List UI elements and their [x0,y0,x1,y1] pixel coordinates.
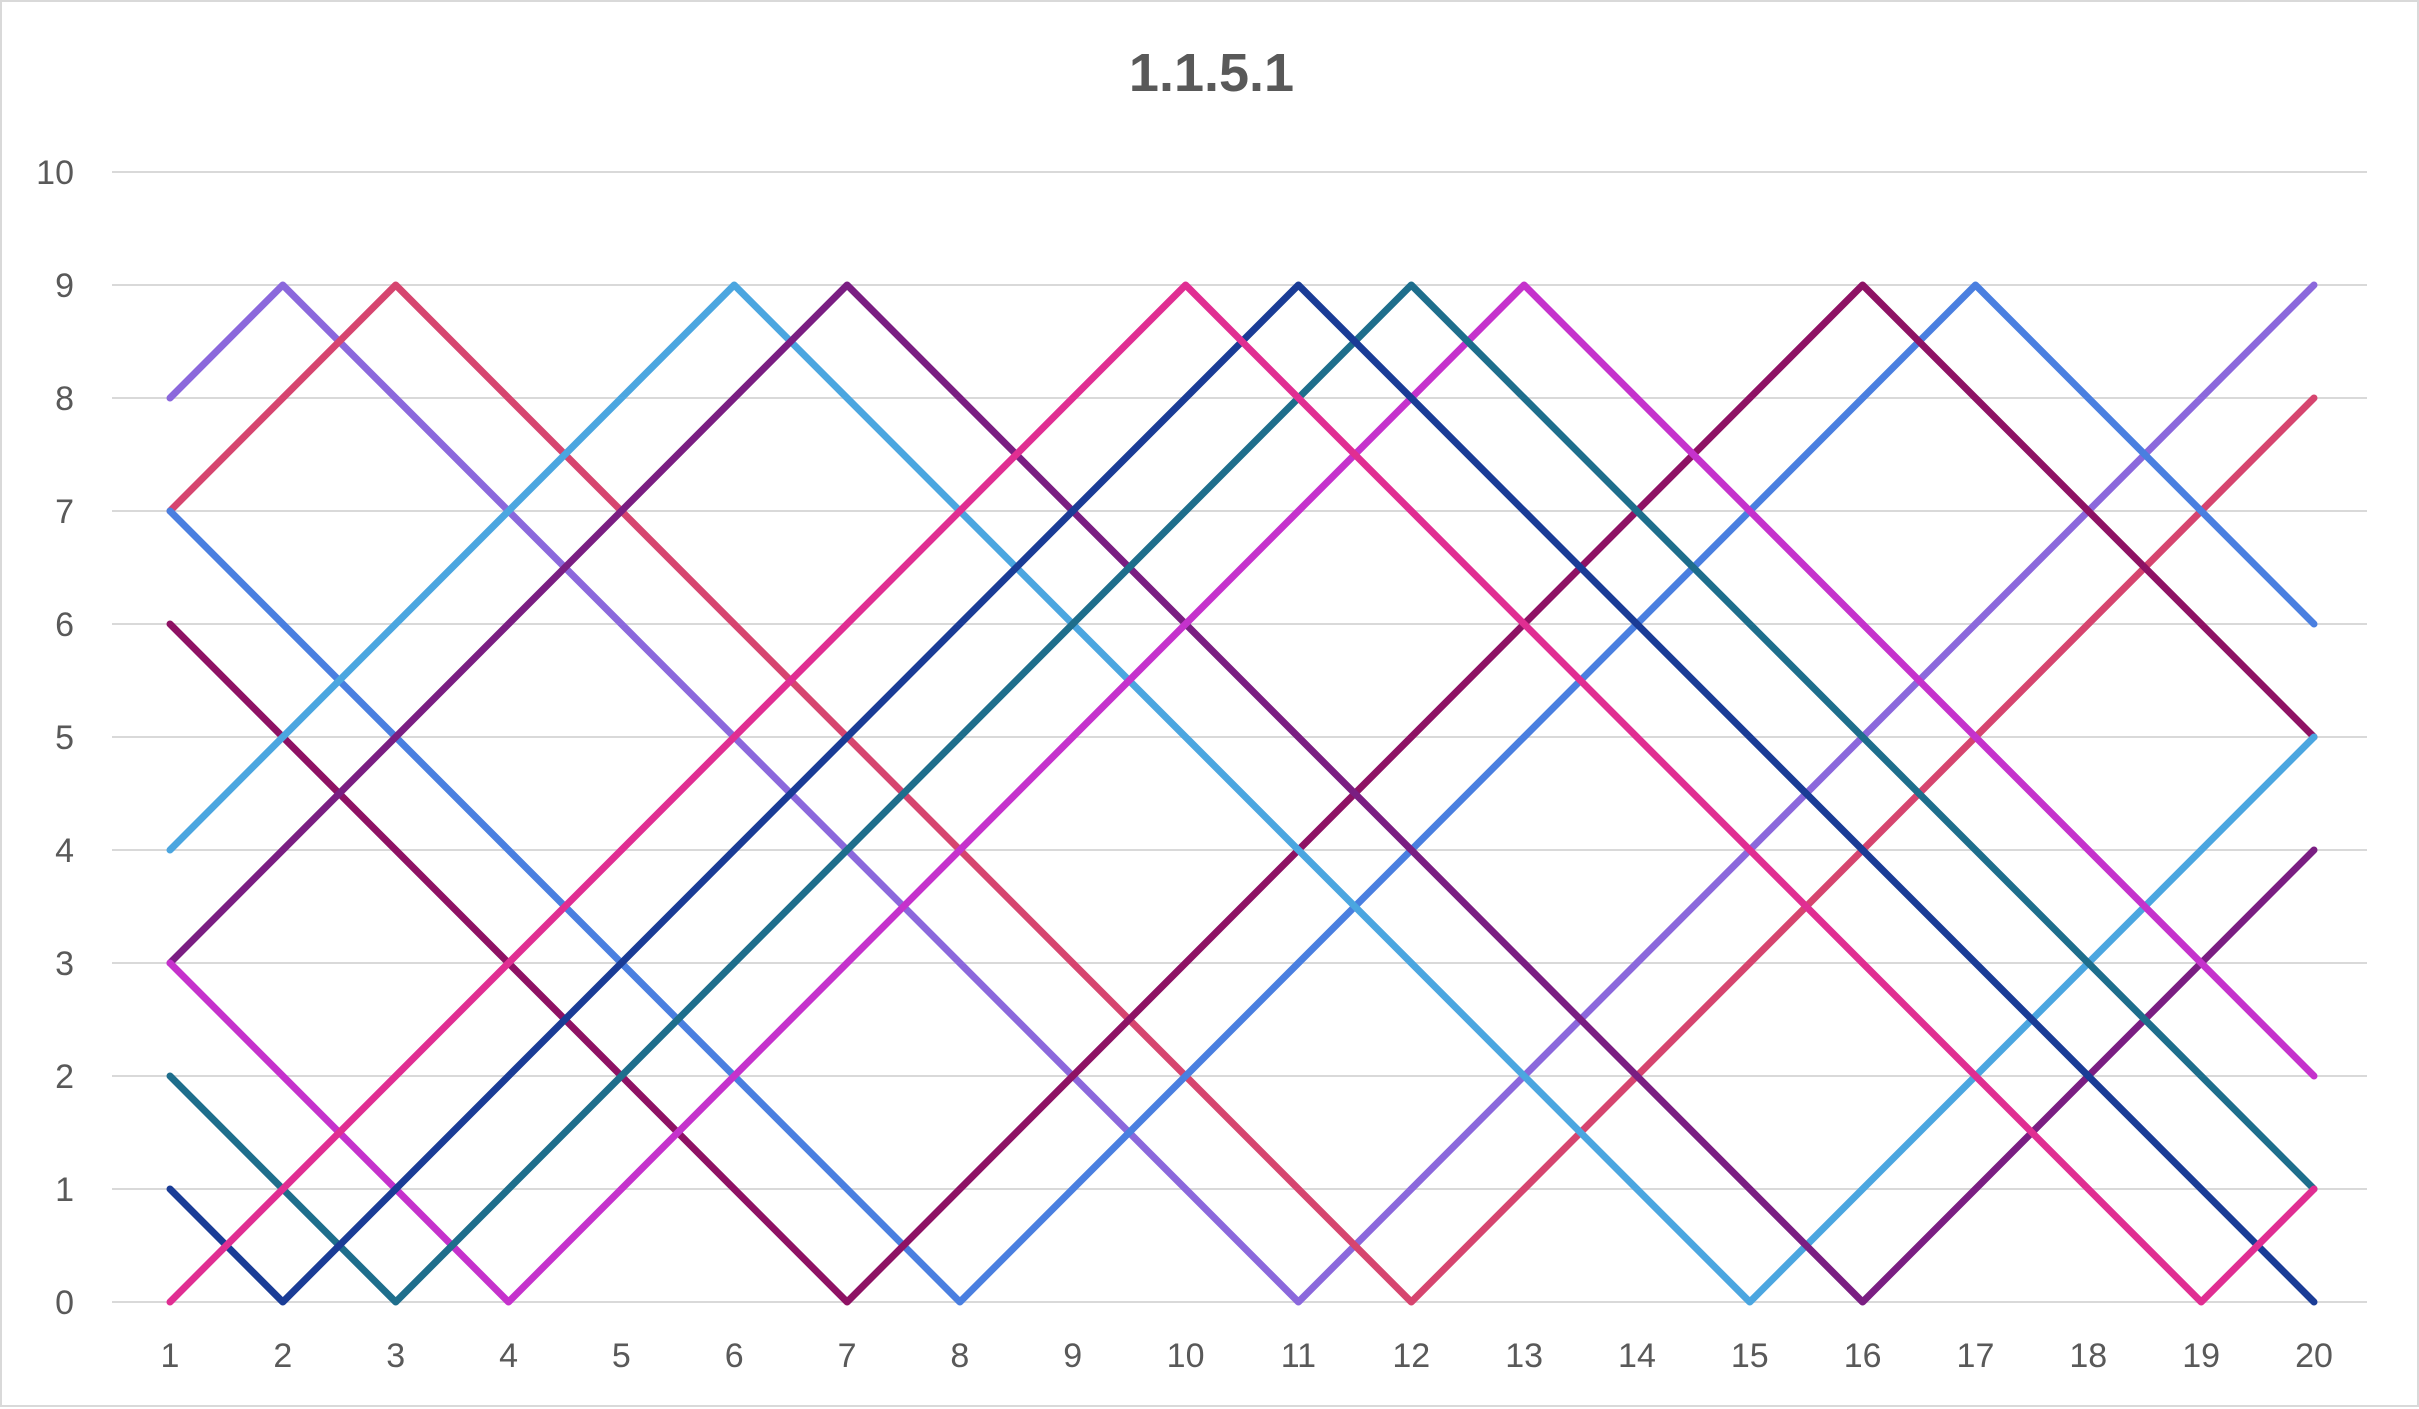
x-tick-label: 13 [1505,1337,1543,1375]
series-line-5 [166,281,2318,1306]
x-tick-label: 8 [950,1337,969,1375]
x-tick-label: 2 [273,1337,292,1375]
x-tick-label: 14 [1618,1337,1656,1375]
x-tick-label: 16 [1844,1337,1882,1375]
y-tick-label: 0 [55,1284,74,1322]
series-lines [166,281,2318,1306]
series-line-6 [166,281,2318,1306]
y-tick-label: 2 [55,1058,74,1096]
series-line-1 [166,281,2318,1306]
x-tick-label: 6 [725,1337,744,1375]
y-tick-label: 10 [36,154,74,192]
chart-title: 1.1.5.1 [1128,43,1295,103]
x-tick-label: 20 [2295,1337,2333,1375]
y-tick-label: 6 [55,606,74,644]
series-line-3 [166,281,2318,1306]
series-line-8 [166,281,2318,1306]
y-tick-label: 1 [55,1171,74,1209]
x-tick-label: 15 [1731,1337,1769,1375]
x-tick-label: 10 [1167,1337,1205,1375]
gridlines [112,171,2367,1303]
x-tick-label: 18 [2069,1337,2107,1375]
x-tick-label: 3 [386,1337,405,1375]
x-tick-label: 19 [2182,1337,2220,1375]
x-tick-label: 5 [612,1337,631,1375]
y-tick-label: 5 [55,719,74,757]
x-tick-label: 17 [1957,1337,1995,1375]
y-tick-label: 4 [55,832,74,870]
y-axis-tick-labels: 0 1 2 3 4 5 6 7 8 9 10 [36,154,74,1322]
x-axis-tick-labels: 1 2 3 4 5 6 7 8 9 10 11 12 13 14 15 16 17 18 19 20 [161,1337,2333,1375]
x-tick-label: 11 [1281,1337,1316,1375]
x-tick-label: 7 [838,1337,857,1375]
series-line-2 [166,281,2318,1306]
series-line-10 [166,281,2318,1306]
x-tick-label: 9 [1063,1337,1082,1375]
x-tick-label: 4 [499,1337,518,1375]
y-tick-label: 3 [55,945,74,983]
x-tick-label: 12 [1392,1337,1430,1375]
series-line-7 [166,281,2318,1306]
y-tick-label: 9 [55,267,74,305]
y-tick-label: 8 [55,380,74,418]
x-tick-label: 1 [161,1337,180,1375]
series-line-4 [166,281,2318,1306]
y-tick-label: 7 [55,493,74,531]
